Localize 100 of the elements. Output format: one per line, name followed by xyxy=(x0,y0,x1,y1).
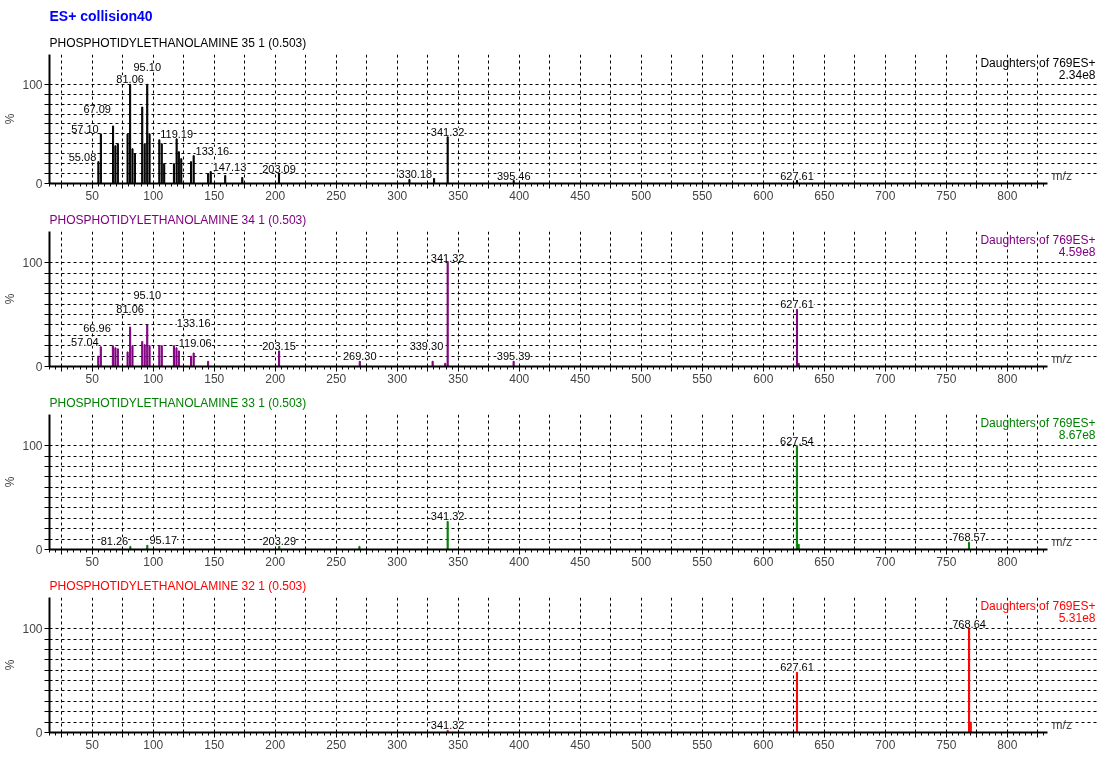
x-tick-label: 700 xyxy=(875,188,896,203)
annotation: 67.09 xyxy=(83,103,111,116)
y-tick-label: 0 xyxy=(35,360,43,374)
annotation: 55.08 xyxy=(68,150,97,163)
x-tick-label: 250 xyxy=(326,554,347,569)
x-tick-label: 500 xyxy=(631,188,652,203)
annotation: 203.15 xyxy=(262,339,296,352)
x-tick-label: 100 xyxy=(143,554,164,569)
x-tick-label: 350 xyxy=(448,188,469,203)
chart-title: PHOSPHOTIDYLETHANOLAMINE 34 1 (0.503) xyxy=(49,212,307,227)
x-tick-label: 500 xyxy=(631,371,652,386)
annotation: 627.61 xyxy=(780,298,814,311)
x-tick-label: 700 xyxy=(875,554,896,569)
annotation: 57.10 xyxy=(71,122,99,135)
annotation: 341.32 xyxy=(430,719,465,732)
text: 4.59e8 xyxy=(1058,244,1096,259)
x-tick-label: 400 xyxy=(509,371,530,386)
y-axis-title: % xyxy=(3,476,18,488)
x-tick-label: 750 xyxy=(936,554,957,569)
annotation: 395.39 xyxy=(496,350,531,363)
annotation: 395.46 xyxy=(496,169,531,182)
x-tick-label: 750 xyxy=(936,371,957,386)
annotation: 330.18 xyxy=(398,167,433,180)
x-tick-label: 800 xyxy=(997,737,1018,752)
x-tick-label: 200 xyxy=(265,371,286,386)
x-tick-label: 100 xyxy=(143,737,164,752)
x-tick-label: 400 xyxy=(509,737,530,752)
annotation: 119.19 xyxy=(160,127,194,140)
x-tick-label: 350 xyxy=(448,554,469,569)
annotation: 627.61 xyxy=(780,169,814,182)
x-tick-label: 100 xyxy=(143,371,164,386)
x-tick-label: 800 xyxy=(997,371,1018,386)
x-tick-label: 50 xyxy=(85,554,100,569)
x-tick-label: 400 xyxy=(509,554,530,569)
x-tick-label: 100 xyxy=(143,188,164,203)
x-tick-label: 450 xyxy=(570,737,591,752)
annotation: 627.61 xyxy=(780,661,814,674)
x-tick-label: 300 xyxy=(387,554,408,569)
x-tick-label: 250 xyxy=(326,737,347,752)
x-tick-label: 200 xyxy=(265,554,286,569)
y-axis-title: % xyxy=(3,659,18,671)
annotation: 203.09 xyxy=(262,162,296,175)
x-tick-label: 700 xyxy=(875,737,896,752)
y-tick-label: 100 xyxy=(22,256,43,271)
x-tick-label: 550 xyxy=(692,737,713,752)
x-tick-label: 800 xyxy=(997,188,1018,203)
x-tick-label: 350 xyxy=(448,371,469,386)
annotation: 768.64 xyxy=(952,617,986,630)
chart-title: PHOSPHOTIDYLETHANOLAMINE 32 1 (0.503) xyxy=(49,578,307,593)
x-tick-label: 450 xyxy=(570,371,591,386)
x-tick-label: 300 xyxy=(387,188,408,203)
y-tick-label: 100 xyxy=(22,439,43,454)
text: 8.67e8 xyxy=(1058,427,1096,442)
chart-title: ES+ collision40 xyxy=(49,7,153,24)
text: Daughters of 769ES+ xyxy=(980,55,1096,70)
text: Daughters of 769ES+ xyxy=(980,598,1096,613)
annotation: 341.32 xyxy=(430,125,465,138)
x-tick-label: 550 xyxy=(692,188,713,203)
chart-subtitle: PHOSPHOTIDYLETHANOLAMINE 35 1 (0.503) xyxy=(49,35,307,50)
chart-title: PHOSPHOTIDYLETHANOLAMINE 33 1 (0.503) xyxy=(49,395,307,410)
x-tick-label: 600 xyxy=(753,371,774,386)
annotation: 627.54 xyxy=(780,434,814,447)
annotation: 339.30 xyxy=(409,339,444,352)
text: Daughters of 769ES+ xyxy=(980,415,1096,430)
annotation: 95.17 xyxy=(149,534,177,547)
annotation: 81.06 xyxy=(116,73,144,86)
y-tick-label: 0 xyxy=(35,543,43,557)
x-tick-label: 50 xyxy=(85,737,100,752)
text: Daughters of 769ES+ xyxy=(980,232,1096,247)
annotation: 66.96 xyxy=(83,322,111,335)
x-tick-label: 650 xyxy=(814,554,835,569)
annotation: 269.30 xyxy=(342,350,377,363)
x-tick-label: 450 xyxy=(570,188,591,203)
x-tick-label: 300 xyxy=(387,737,408,752)
x-tick-label: 350 xyxy=(448,737,469,752)
x-tick-label: 200 xyxy=(265,188,286,203)
x-tick-label: 550 xyxy=(692,554,713,569)
x-tick-label: 750 xyxy=(936,188,957,203)
y-tick-label: 0 xyxy=(35,177,43,191)
x-tick-label: 450 xyxy=(570,554,591,569)
x-tick-label: 200 xyxy=(265,737,286,752)
x-tick-label: 550 xyxy=(692,371,713,386)
y-axis-title: % xyxy=(3,113,18,125)
annotation: 341.32 xyxy=(430,251,465,264)
text: 2.34e8 xyxy=(1058,67,1096,82)
annotation: 95.10 xyxy=(133,61,161,74)
annotation: 119.06 xyxy=(178,336,212,349)
annotation: 341.32 xyxy=(430,510,465,523)
x-tick-label: 700 xyxy=(875,371,896,386)
x-tick-label: 50 xyxy=(85,188,100,203)
x-tick-label: 800 xyxy=(997,554,1018,569)
x-tick-label: 500 xyxy=(631,554,652,569)
x-tick-label: 600 xyxy=(753,188,774,203)
x-tick-label: 650 xyxy=(814,188,835,203)
x-tick-label: 150 xyxy=(204,737,225,752)
annotation: 768.57 xyxy=(952,531,986,544)
x-tick-label: 150 xyxy=(204,371,225,386)
annotation: 133.16 xyxy=(176,316,211,329)
x-tick-label: 400 xyxy=(509,188,530,203)
x-tick-label: 750 xyxy=(936,737,957,752)
